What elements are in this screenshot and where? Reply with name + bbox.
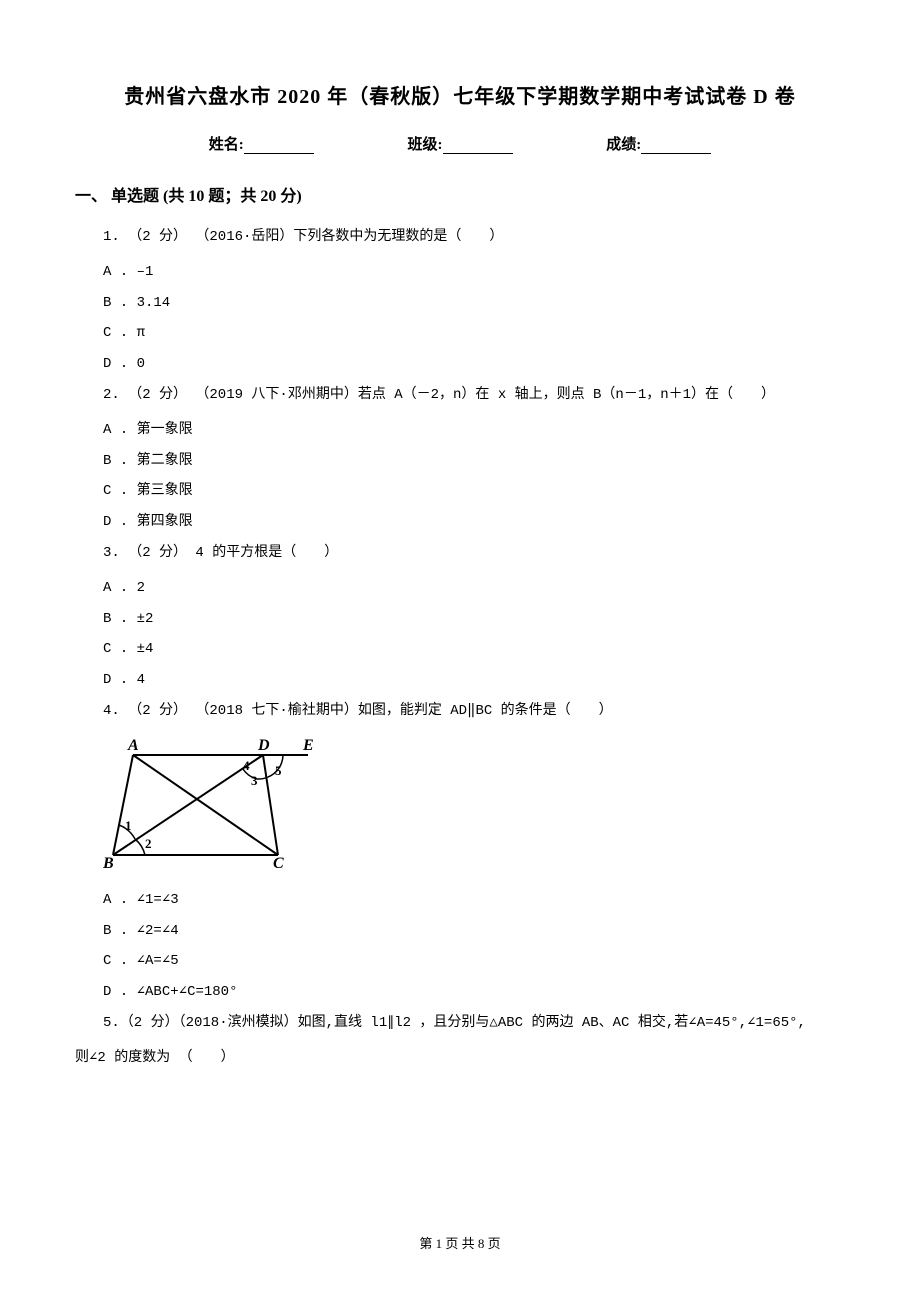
q2-option-c: C . 第三象限 [103,476,845,507]
name-blank [244,153,314,154]
q1-option-a: A . –1 [103,257,845,288]
q2-option-a: A . 第一象限 [103,415,845,446]
q3-option-c: C . ±4 [103,634,845,665]
angle-2: 2 [145,836,152,851]
name-label: 姓名: [209,137,244,153]
score-label: 成绩: [606,137,641,153]
q4-figure: A D E B C 1 2 3 4 5 [103,735,845,875]
label-D: D [257,737,270,754]
q1-stem: 1. （2 分） （2016·岳阳）下列各数中为无理数的是（ ） [103,222,845,253]
page-footer: 第 1 页 共 8 页 [0,1233,920,1252]
q4-option-d: D . ∠ABC+∠C=180° [103,977,845,1008]
label-E: E [302,737,314,754]
q3-option-a: A . 2 [103,573,845,604]
q1-option-c: C . π [103,318,845,349]
q3-option-d: D . 4 [103,665,845,696]
q1-option-d: D . 0 [103,349,845,380]
angle-4: 4 [243,758,250,773]
q4-option-c: C . ∠A=∠5 [103,946,845,977]
class-blank [443,153,513,154]
q4-option-b: B . ∠2=∠4 [103,916,845,947]
name-field: 姓名: [209,133,314,154]
q2-option-d: D . 第四象限 [103,507,845,538]
q5-stem-line1: 5.（2 分）（2018·滨州模拟）如图,直线 l1∥l2 ，且分别与△ABC … [75,1008,845,1039]
label-A: A [127,737,139,754]
q4-option-a: A . ∠1=∠3 [103,885,845,916]
q1-option-b: B . 3.14 [103,288,845,319]
q2-stem: 2. （2 分） （2019 八下·邓州期中）若点 A（－2，n）在 x 轴上，… [103,380,845,411]
class-label: 班级: [408,137,443,153]
q3-stem: 3. （2 分） 4 的平方根是（ ） [103,538,845,569]
angle-3: 3 [251,773,258,788]
section-header: 一、 单选题 (共 10 题；共 20 分) [75,182,845,206]
q5-stem-line2: 则∠2 的度数为 （ ） [75,1043,845,1074]
class-field: 班级: [408,133,513,154]
angle-5: 5 [275,763,282,778]
score-field: 成绩: [606,133,711,154]
label-C: C [273,855,284,870]
q4-stem: 4. （2 分） （2018 七下·榆社期中）如图，能判定 AD‖BC 的条件是… [103,696,845,727]
info-row: 姓名: 班级: 成绩: [75,133,845,154]
q2-option-b: B . 第二象限 [103,446,845,477]
label-B: B [103,855,114,870]
geometry-diagram: A D E B C 1 2 3 4 5 [103,735,323,870]
score-blank [641,153,711,154]
angle-1: 1 [125,818,132,833]
page-title: 贵州省六盘水市 2020 年（春秋版）七年级下学期数学期中考试试卷 D 卷 [75,80,845,109]
q3-option-b: B . ±2 [103,604,845,635]
